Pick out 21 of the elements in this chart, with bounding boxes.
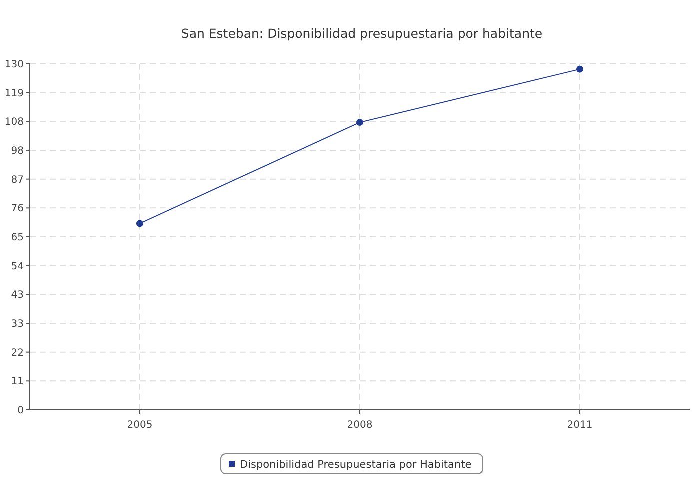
y-tick-label: 22 — [11, 348, 24, 359]
y-tick-label: 33 — [11, 319, 24, 330]
y-tick-label: 0 — [18, 406, 24, 416]
y-tick-label: 130 — [4, 60, 24, 70]
x-tick-label: 2005 — [127, 420, 153, 431]
y-tick-label: 98 — [11, 146, 24, 157]
y-tick-label: 87 — [11, 174, 24, 186]
y-tick-label: 76 — [11, 204, 24, 215]
x-tick-label: 2011 — [567, 420, 593, 431]
y-tick-label: 119 — [4, 88, 24, 100]
chart-title: San Esteban: Disponibilidad presupuestaria por habitante — [181, 26, 543, 41]
y-tick-label: 43 — [11, 290, 24, 302]
point — [576, 66, 584, 73]
y-tick-label: 54 — [11, 261, 24, 272]
x-tick-label: 2008 — [347, 420, 373, 431]
point — [356, 119, 364, 126]
y-tick-label: 108 — [4, 117, 24, 128]
y-tick-label: 65 — [11, 232, 24, 244]
y-tick-label: 11 — [11, 376, 24, 388]
legend-label: Disponibilidad Presupuestaria por Habitante — [240, 459, 472, 471]
point — [136, 220, 144, 228]
